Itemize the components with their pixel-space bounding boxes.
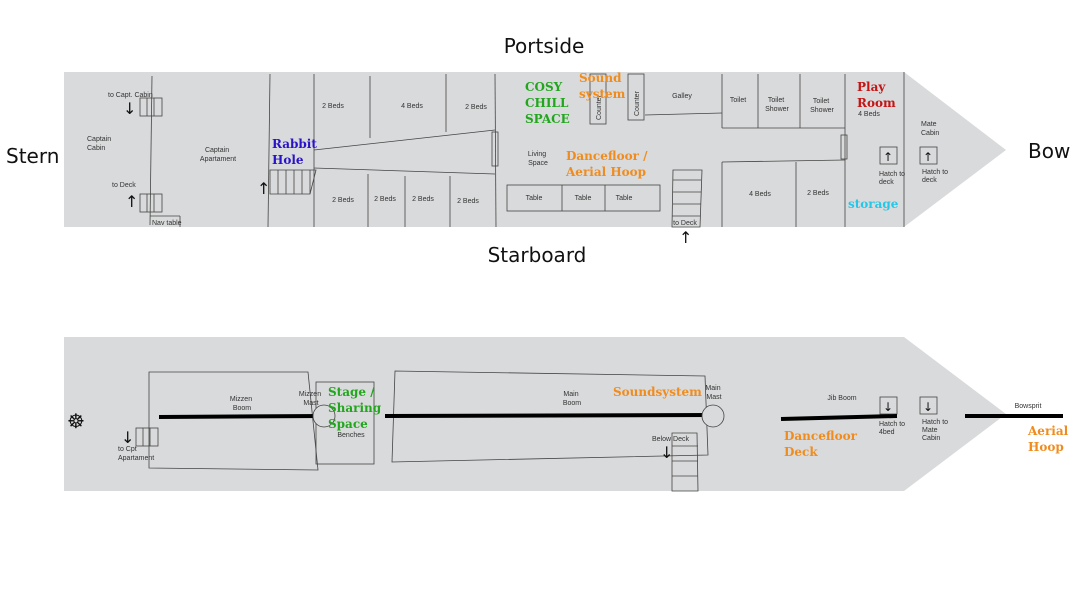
table-label: Table xyxy=(526,195,543,202)
aerial-hoop-label: Aerial Hoop xyxy=(1027,424,1072,454)
lower-deck-hull xyxy=(64,72,1006,227)
captain-cabin-label: Captain Cabin xyxy=(87,136,113,152)
toilet-shower-label: Toilet Shower xyxy=(810,98,834,114)
table-label: Table xyxy=(575,195,592,202)
portside-label: Portside xyxy=(504,34,585,58)
rabbit-hole-label: Rabbit Hole xyxy=(272,137,321,167)
down-arrow-icon: ↓ xyxy=(123,99,136,118)
below-deck-label: Below Deck xyxy=(652,436,689,443)
counter-label: Counter xyxy=(634,90,641,116)
sound-system-label: Sound system xyxy=(579,71,626,101)
to-capt-cabin-label: to Capt. Cabin xyxy=(108,92,153,99)
stage-sharing-space-label: Stage / Sharing Space xyxy=(328,385,385,431)
stern-label: Stern xyxy=(6,144,59,168)
toilet-shower-label: Toilet Shower xyxy=(765,97,789,113)
table-label: Table xyxy=(616,195,633,202)
jib-boom-label: Jib Boom xyxy=(827,395,856,402)
to-deck-label: to Deck xyxy=(112,182,136,189)
mate-cabin-label: Mate Cabin xyxy=(921,121,939,137)
beds-label: 4 Beds xyxy=(749,191,771,198)
up-arrow-icon: ↑ xyxy=(125,192,138,211)
to-deck-label: to Deck xyxy=(673,220,697,227)
beds-label: 2 Beds xyxy=(322,103,344,110)
beds-label: 2 Beds xyxy=(412,196,434,203)
nav-table-label: Nav table xyxy=(152,220,182,227)
mizzen-boom-label: Mizzen Boom xyxy=(230,396,254,412)
counter-label: Counter xyxy=(596,94,603,120)
hatch-to-deck-label: Hatch to deck xyxy=(879,171,907,186)
down-arrow-icon: ↓ xyxy=(923,400,933,414)
dancefloor-deck-label: Dancefloor Deck xyxy=(784,429,861,459)
cosy-chill-space-label: COSY CHILL SPACE xyxy=(525,80,573,126)
dancefloor-aerial-hoop-label: Dancefloor / Aerial Hoop xyxy=(565,149,652,179)
down-arrow-icon: ↓ xyxy=(883,400,893,414)
up-arrow-icon: ↑ xyxy=(257,179,270,198)
beds-label: 2 Beds xyxy=(457,198,479,205)
captain-apartment-label: Captain Apartament xyxy=(200,147,236,163)
up-arrow-icon: ↑ xyxy=(679,228,692,247)
main-boom-label: Main Boom xyxy=(563,391,581,407)
hatch-to-4bed-label: Hatch to 4bed xyxy=(879,421,907,436)
upper-deck-structures xyxy=(135,370,1063,492)
beds-label: 4 Beds xyxy=(401,103,423,110)
down-arrow-icon: ↓ xyxy=(660,443,673,462)
lower-deck-walls xyxy=(139,72,938,228)
starboard-label: Starboard xyxy=(488,243,587,267)
toilet-label: Toilet xyxy=(730,97,746,104)
galley-label: Galley xyxy=(672,93,692,100)
beds-label: 2 Beds xyxy=(807,190,829,197)
hatch-to-deck-label: Hatch to deck xyxy=(922,169,950,184)
benches-label: Benches xyxy=(337,432,365,439)
mizzen-mast-label: Mizzen Mast xyxy=(299,391,323,407)
ships-wheel-icon: ☸ xyxy=(67,409,85,433)
beds-label: 2 Beds xyxy=(332,197,354,204)
soundsystem-label: Soundsystem xyxy=(613,385,702,399)
to-cpt-apartament-label: to Cpt Apartament xyxy=(118,446,154,462)
beds-label: 2 Beds xyxy=(374,196,396,203)
bowsprit-label: Bowsprit xyxy=(1015,403,1042,410)
living-space-label: Living Space xyxy=(528,151,548,167)
storage-label: storage xyxy=(848,197,899,211)
hatch-to-mate-cabin-label: Hatch to Mate Cabin xyxy=(922,419,950,442)
main-mast-label: Main Mast xyxy=(705,385,722,401)
up-arrow-icon: ↑ xyxy=(883,150,893,164)
down-arrow-icon: ↓ xyxy=(121,428,134,447)
up-arrow-icon: ↑ xyxy=(923,150,933,164)
play-room-label: Play Room xyxy=(857,80,896,110)
beds-label: 2 Beds xyxy=(465,104,487,111)
bow-label: Bow xyxy=(1028,139,1070,163)
play-room-beds-label: 4 Beds xyxy=(858,111,880,118)
